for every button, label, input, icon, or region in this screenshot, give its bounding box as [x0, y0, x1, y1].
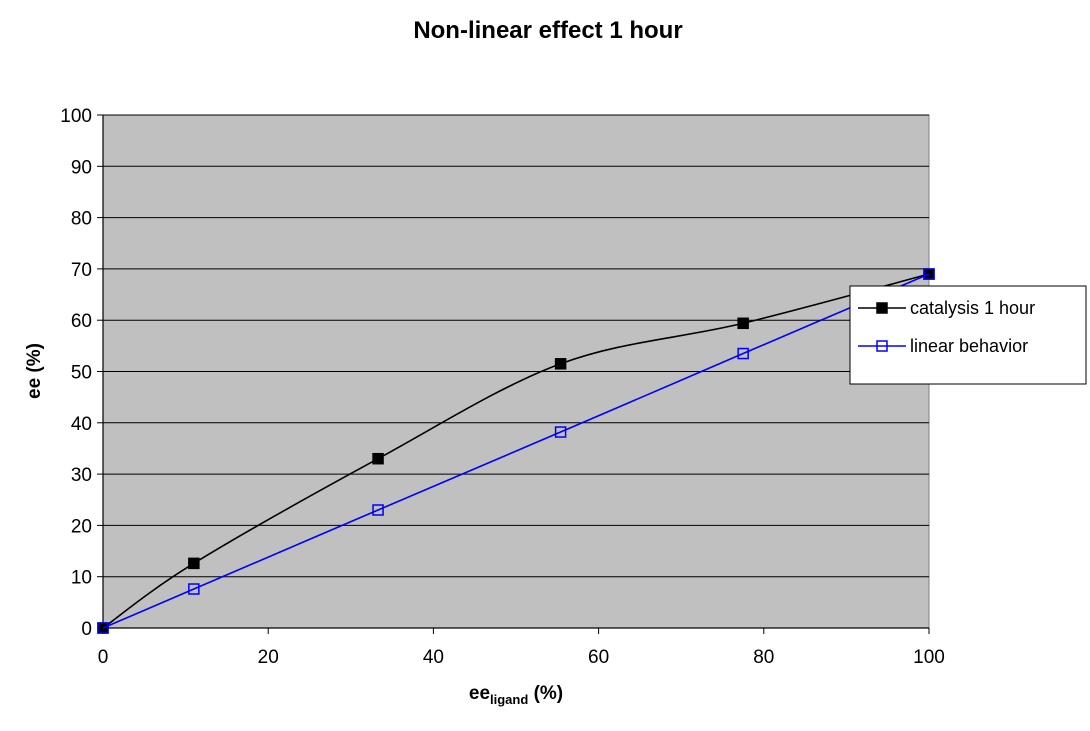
data-point [188, 557, 200, 570]
y-tick-label: 60 [71, 311, 92, 332]
legend-box [849, 285, 1087, 385]
y-tick-label: 10 [71, 568, 92, 589]
legend-entries: catalysis 1 hour linear behavior [858, 298, 1035, 356]
data-point [372, 452, 384, 465]
data-point [923, 268, 935, 280]
data-point [554, 358, 567, 370]
y-tick-labels: 0 10 20 30 40 50 60 70 80 90 100 [60, 106, 92, 640]
y-tick-label: 0 [81, 619, 92, 640]
x-tick-label: 0 [98, 647, 109, 668]
y-tick-label: 50 [71, 363, 92, 384]
legend-marker [876, 302, 888, 314]
legend-label: linear behavior [910, 336, 1028, 356]
x-tick-labels: 0 20 40 60 80 100 [98, 647, 945, 668]
y-tick-label: 40 [71, 414, 92, 435]
x-axis-label: eeligand (%) [469, 683, 563, 707]
y-axis-label: ee (%) [24, 343, 45, 399]
x-axis-label-suffix: (%) [528, 683, 563, 704]
y-tick-label: 100 [60, 106, 92, 127]
legend-label: catalysis 1 hour [910, 298, 1035, 318]
x-tick-label: 100 [913, 647, 945, 668]
legend-marker [876, 340, 888, 352]
x-tick-label: 80 [753, 647, 774, 668]
data-point [97, 622, 109, 634]
x-tick-label: 40 [423, 647, 444, 668]
legend: catalysis 1 hour linear behavior [849, 285, 1087, 385]
data-point [372, 504, 384, 516]
series-line [102, 273, 930, 629]
y-tick-label: 80 [71, 209, 92, 230]
data-point [188, 583, 200, 595]
x-axis-label-main: ee [469, 683, 490, 704]
y-tick-label: 30 [71, 465, 92, 486]
data-point [737, 347, 749, 360]
y-tick-label: 70 [71, 260, 92, 281]
x-tick-label: 60 [588, 647, 609, 668]
grid-lines [103, 114, 929, 578]
x-tick-label: 20 [258, 647, 279, 668]
axes [97, 114, 930, 634]
y-tick-label: 90 [71, 157, 92, 178]
chart-title: Non-linear effect 1 hour [413, 17, 682, 44]
x-axis-label-subscript: ligand [490, 692, 528, 707]
y-tick-label: 20 [71, 516, 92, 537]
data-point [737, 317, 749, 330]
series-layer [97, 268, 935, 634]
data-point [554, 426, 567, 438]
